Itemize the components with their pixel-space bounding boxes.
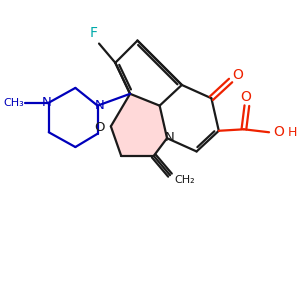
Text: N: N	[41, 96, 51, 109]
Polygon shape	[111, 94, 167, 156]
Text: CH₃: CH₃	[3, 98, 24, 108]
Text: CH₂: CH₂	[175, 175, 195, 184]
Text: O: O	[232, 68, 243, 82]
Text: N: N	[164, 131, 174, 144]
Text: N: N	[95, 99, 105, 112]
Text: F: F	[90, 26, 98, 40]
Text: H: H	[288, 126, 297, 139]
Text: O: O	[273, 125, 284, 139]
Text: O: O	[240, 90, 251, 104]
Text: O: O	[94, 121, 105, 134]
